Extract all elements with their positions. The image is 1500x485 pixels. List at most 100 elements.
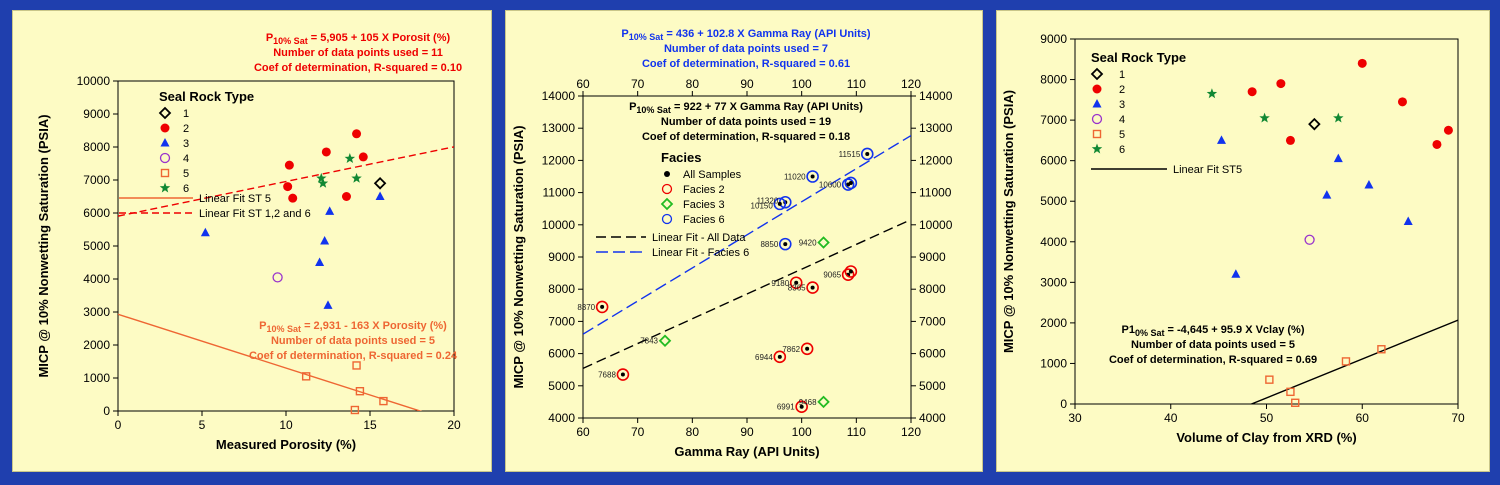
y-tick-label: 5000 xyxy=(548,379,575,393)
legend-entry: 1 xyxy=(183,108,189,120)
legend-marker xyxy=(1092,84,1102,94)
x-tick-label: 20 xyxy=(447,418,461,432)
legend-marker xyxy=(159,152,171,164)
point-label: 11020 xyxy=(784,173,806,182)
data-point-ring xyxy=(773,350,787,364)
inner-equation-line: Coef of determination, R-squared = 0.18 xyxy=(642,131,850,143)
x-tick-label: 30 xyxy=(1068,411,1082,425)
x-axis-title: Volume of Clay from XRD (%) xyxy=(1176,430,1356,445)
porosity-chart: 0100020003000400050006000700080009000100… xyxy=(36,32,462,452)
x-tick-label: 60 xyxy=(1356,411,1370,425)
legend-fit-entry: Linear Fit - All Data xyxy=(652,232,746,244)
y-tick-label-right: 6000 xyxy=(919,347,946,361)
legend-entry: 4 xyxy=(1119,114,1125,126)
legend-title: Facies xyxy=(661,150,701,165)
y-tick-label: 3000 xyxy=(83,305,110,319)
chart-panel-clay: 0 1000 2000 3000 4000 5000 6000 7000 8000 9000 30 4… xyxy=(996,10,1490,472)
x-tick-label: 70 xyxy=(1451,411,1465,425)
data-point xyxy=(325,206,335,215)
x-tick-label: 15 xyxy=(363,418,377,432)
fit-line xyxy=(1249,319,1458,404)
point-label: 10600 xyxy=(819,181,842,190)
data-point xyxy=(301,372,311,381)
data-point-core xyxy=(848,180,853,185)
fit-line xyxy=(583,134,911,335)
top-equation-sub: 10% Sat xyxy=(629,32,664,42)
top-equation-rest: = 5,905 + 105 X Porosit (%) xyxy=(308,32,451,44)
data-point xyxy=(1265,375,1274,384)
data-point xyxy=(350,405,360,415)
point-label: 8365 xyxy=(788,284,806,293)
y-tick-label: 5000 xyxy=(1040,194,1067,208)
y-tick-label: 8000 xyxy=(83,140,110,154)
x-tick-label: 80 xyxy=(686,425,700,439)
data-point-ring xyxy=(789,276,803,290)
data-point xyxy=(1259,112,1270,123)
fit-line xyxy=(583,218,911,369)
x-tick-label: 50 xyxy=(1260,411,1274,425)
data-point-ring xyxy=(616,368,630,381)
point-label: 7688 xyxy=(598,371,616,380)
y-tick-label: 14000 xyxy=(542,89,576,103)
inner-equation-sub: 0% Sat xyxy=(1135,328,1165,338)
legend-entry: 5 xyxy=(1119,129,1125,141)
top-equation-line: Number of data points used = 7 xyxy=(664,43,828,55)
top-equation-sub: 10% Sat xyxy=(273,36,308,46)
data-point xyxy=(1432,139,1442,149)
x-tick-label: 60 xyxy=(576,425,590,439)
data-point xyxy=(817,395,830,409)
y-tick-label: 8000 xyxy=(1040,73,1067,87)
legend-marker xyxy=(160,168,170,178)
data-point xyxy=(283,182,293,192)
y-tick-label: 10000 xyxy=(542,218,576,232)
data-point xyxy=(789,276,803,290)
data-points xyxy=(200,129,388,415)
data-point-core xyxy=(600,304,605,309)
point-label: 7862 xyxy=(782,345,800,354)
legend-marker xyxy=(160,138,170,147)
y-tick-label: 2000 xyxy=(1040,316,1067,330)
y-tick-label: 4000 xyxy=(548,411,575,425)
top-equation-line: Number of data points used = 11 xyxy=(273,47,443,59)
y-tick-label-right: 14000 xyxy=(919,89,953,103)
legend-fit-entry: Linear Fit ST 1,2 and 6 xyxy=(199,208,311,220)
data-point xyxy=(806,281,819,294)
y-tick-label: 6000 xyxy=(548,347,575,361)
data-point xyxy=(773,197,787,211)
inner-equation-formula: P10% Sat = -4,645 + 95.9 X Vclay (%) xyxy=(1121,324,1304,338)
legend-marker xyxy=(1090,67,1104,81)
data-point xyxy=(288,193,298,203)
top-equation-formula: P10% Sat = 436 + 102.8 X Gamma Ray (API … xyxy=(621,28,870,42)
chart-panel-gamma-ray: 4000 4000 5000 5000 6000 6000 7000 7000 8000 8000… xyxy=(505,10,983,472)
y-tick-label: 7000 xyxy=(548,314,575,328)
data-point xyxy=(1364,180,1374,189)
inner-equation: P10% Sat = 922 + 77 X Gamma Ray (API Uni… xyxy=(629,101,863,143)
y-tick-label-right: 11000 xyxy=(919,186,952,200)
point-label: 9065 xyxy=(823,271,841,280)
point-label: 6944 xyxy=(755,353,773,362)
inner-equation-sub: 10% Sat xyxy=(636,105,671,115)
fit-lines xyxy=(118,146,454,411)
y-tick-label: 10000 xyxy=(77,74,111,88)
clay-volume-chart: 0 1000 2000 3000 4000 5000 6000 7000 8000 9000 30 4… xyxy=(1001,32,1465,445)
data-point xyxy=(358,152,368,162)
legend-fit-entry: Linear Fit ST 5 xyxy=(199,193,271,205)
data-point xyxy=(844,265,858,278)
data-point xyxy=(800,342,814,356)
y-tick-label: 5000 xyxy=(83,239,110,253)
x-tick-label: 40 xyxy=(1164,411,1178,425)
data-point xyxy=(355,387,365,396)
bottom-equation: P10% Sat = 2,931 - 163 X Porosity (%)Num… xyxy=(249,320,458,362)
x-tick-label: 10 xyxy=(279,418,293,432)
y-tick-label: 9000 xyxy=(83,107,110,121)
legend-entry: 3 xyxy=(183,138,189,150)
y-tick-label-right: 4000 xyxy=(919,411,946,425)
y-tick-label-right: 13000 xyxy=(919,121,953,135)
data-point xyxy=(1397,97,1407,107)
data-point xyxy=(351,172,362,183)
data-point xyxy=(1286,387,1295,397)
data-point xyxy=(320,236,330,245)
y-tick-label: 4000 xyxy=(83,272,110,286)
data-point xyxy=(1276,79,1286,89)
y-tick-label: 6000 xyxy=(1040,154,1067,168)
